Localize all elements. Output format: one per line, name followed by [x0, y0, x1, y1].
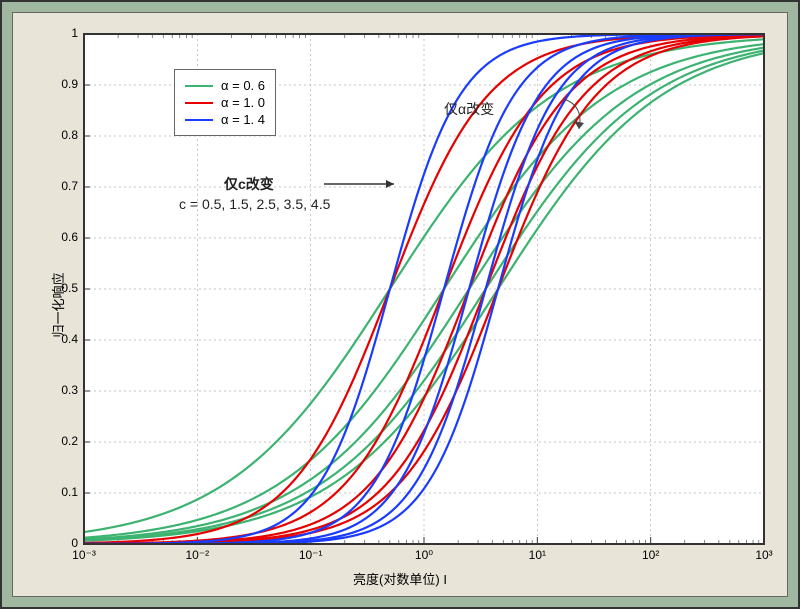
annotation-c-values: c = 0.5, 1.5, 2.5, 3.5, 4.5: [179, 196, 330, 212]
y-tick-label: 1: [44, 26, 78, 40]
legend-item: α = 0. 6: [185, 78, 265, 93]
x-tick-label: 10⁻³: [72, 548, 96, 562]
y-tick-label: 0: [44, 536, 78, 550]
x-axis-label: 亮度(对数单位) I: [13, 569, 787, 588]
y-tick-label: 0.8: [44, 128, 78, 142]
y-tick-label: 0.9: [44, 77, 78, 91]
x-tick-label: 10¹: [529, 548, 546, 562]
legend-swatch: [185, 119, 213, 121]
y-tick-label: 0.6: [44, 230, 78, 244]
annotation-only-c: 仅c改变: [224, 174, 274, 194]
x-tick-label: 10⁻²: [185, 548, 209, 562]
y-tick-label: 0.1: [44, 485, 78, 499]
legend-label: α = 0. 6: [221, 78, 265, 93]
legend-swatch: [185, 85, 213, 87]
legend-item: α = 1. 4: [185, 112, 265, 127]
outer-frame: α = 0. 6 α = 1. 0 α = 1. 4 仅α改变 仅c改变 c = 0…: [0, 0, 800, 609]
x-tick-label: 10⁰: [415, 548, 433, 562]
plot-area: α = 0. 6 α = 1. 0 α = 1. 4 仅α改变 仅c改变 c = 0…: [83, 33, 765, 545]
figure-panel: α = 0. 6 α = 1. 0 α = 1. 4 仅α改变 仅c改变 c = 0…: [12, 12, 788, 597]
legend-item: α = 1. 0: [185, 95, 265, 110]
x-tick-label: 10³: [755, 548, 772, 562]
annotation-only-alpha: 仅α改变: [444, 99, 494, 119]
x-tick-label: 10²: [642, 548, 659, 562]
y-tick-label: 0.3: [44, 383, 78, 397]
y-axis-label: 归一化响应: [48, 272, 67, 337]
x-tick-label: 10⁻¹: [299, 548, 323, 562]
legend-label: α = 1. 0: [221, 95, 265, 110]
legend-swatch: [185, 102, 213, 104]
y-tick-label: 0.2: [44, 434, 78, 448]
y-tick-label: 0.7: [44, 179, 78, 193]
legend: α = 0. 6 α = 1. 0 α = 1. 4: [174, 69, 276, 136]
legend-label: α = 1. 4: [221, 112, 265, 127]
